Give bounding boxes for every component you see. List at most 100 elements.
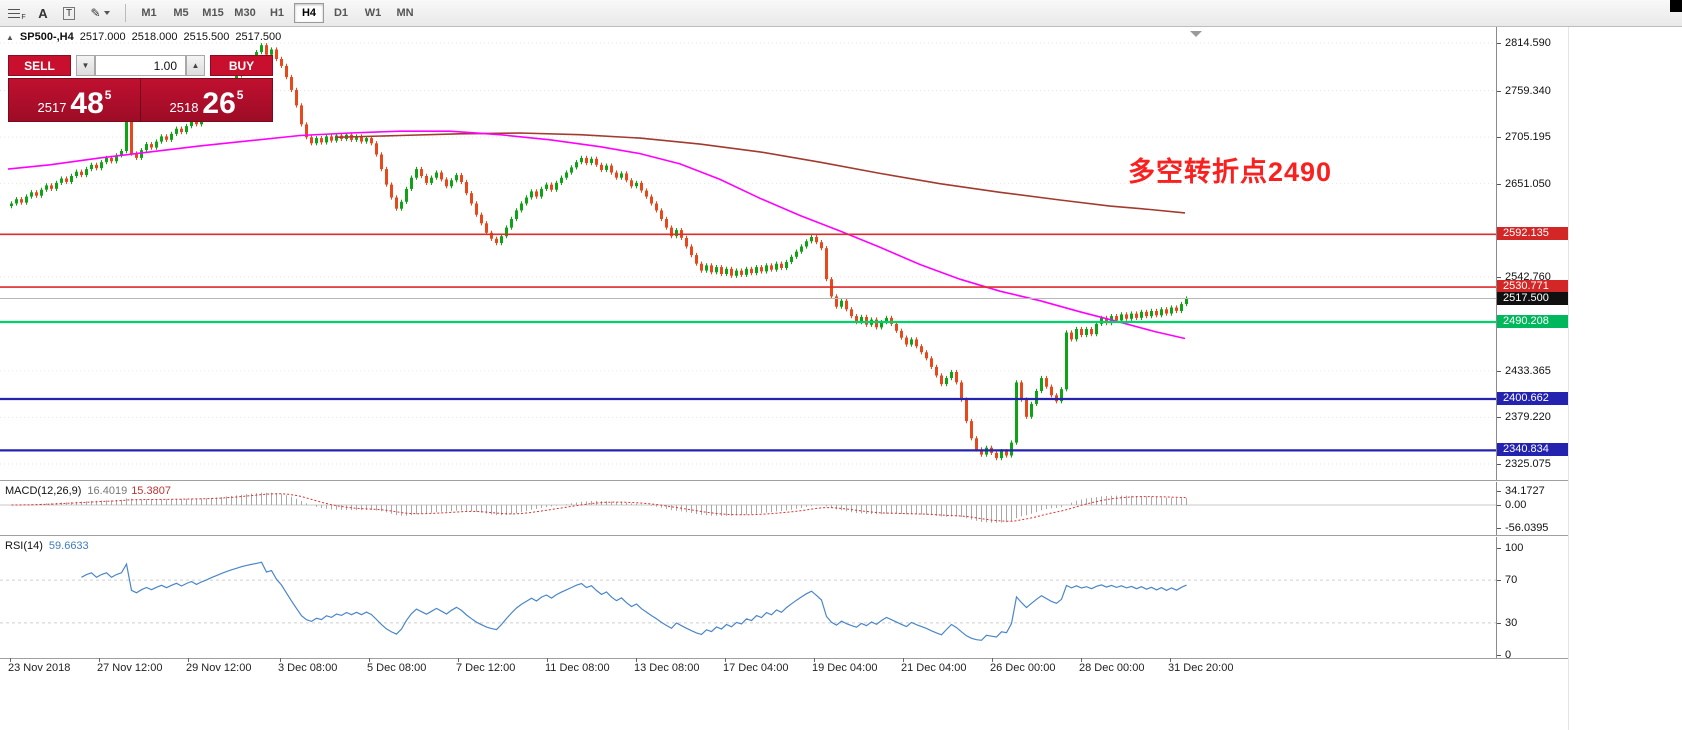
buy-button[interactable]: BUY: [210, 55, 273, 76]
bar-low-value: 2515.500: [183, 31, 230, 43]
candle: [165, 134, 168, 142]
symbol-label: SP500-,H4: [19, 31, 74, 43]
candle: [320, 136, 323, 145]
candle: [795, 249, 798, 259]
panel-divider[interactable]: [0, 480, 1568, 481]
macd-chart[interactable]: [0, 482, 1496, 535]
candle: [55, 180, 58, 191]
timeframe-button-m1[interactable]: M1: [141, 7, 157, 19]
timeframe-button-m30[interactable]: M30: [234, 7, 256, 19]
time-axis[interactable]: 23 Nov 2018 27 Nov 12:00 29 Nov 12:00 3 Dec…: [0, 658, 1568, 678]
text-box-icon: T: [62, 6, 76, 20]
price-tick-label: 2325.075: [1505, 458, 1551, 470]
candle: [1145, 309, 1148, 319]
candle: [550, 182, 553, 192]
candlestick-chart[interactable]: [0, 27, 1496, 480]
buy-price-display[interactable]: 2518 26 5: [141, 79, 272, 121]
candle: [80, 169, 83, 178]
candle: [970, 418, 973, 441]
candle: [260, 43, 263, 55]
candle: [1175, 305, 1178, 314]
candle: [790, 254, 793, 265]
candle: [150, 142, 153, 150]
timeframe-button-mn[interactable]: MN: [396, 7, 414, 19]
volume-decrease-button[interactable]: ▼: [76, 55, 95, 76]
price-line-badge: 2400.662: [1497, 392, 1568, 405]
candle: [385, 166, 388, 187]
candle: [290, 74, 293, 93]
macd-axis[interactable]: 34.1727 0.00 -56.0395: [1496, 482, 1568, 535]
time-axis-label: 28 Dec 00:00: [1079, 662, 1145, 674]
timeframe-button-w1[interactable]: W1: [364, 7, 382, 19]
candle: [295, 87, 298, 108]
candle: [825, 246, 828, 282]
candle: [95, 162, 98, 171]
text-label-tool-button[interactable]: A: [30, 2, 56, 24]
candle: [300, 103, 303, 127]
candle: [420, 166, 423, 179]
candle: [35, 190, 38, 198]
rsi-chart[interactable]: [0, 537, 1496, 658]
price-tick-label: 2814.590: [1505, 37, 1551, 49]
candle: [15, 197, 18, 206]
candle: [335, 133, 338, 143]
candle: [480, 212, 483, 226]
chart-shift-marker[interactable]: [1190, 31, 1202, 37]
candle: [450, 178, 453, 189]
candle: [665, 216, 668, 230]
timeframe-button-h1[interactable]: H1: [269, 7, 285, 19]
macd-title: MACD(12,26,9): [5, 485, 82, 497]
timeframe-button-h4[interactable]: H4: [294, 3, 324, 23]
bar-close-value: 2517.500: [235, 31, 282, 43]
time-axis-divider: [0, 658, 1568, 659]
candle: [370, 136, 373, 146]
candle: [625, 171, 628, 183]
volume-input[interactable]: 1.00: [95, 55, 186, 76]
rsi-label: RSI(14) 59.6633: [5, 540, 89, 552]
candle: [975, 436, 978, 452]
sell-button[interactable]: SELL: [8, 55, 71, 76]
candle: [90, 162, 93, 172]
candle: [595, 156, 598, 167]
candle: [1065, 330, 1068, 392]
price-axis[interactable]: 2814.590 2759.340 2705.195 2651.050 2542.760…: [1496, 27, 1568, 480]
text-box-tool-button[interactable]: T: [56, 2, 82, 24]
time-axis-label: 5 Dec 08:00: [367, 662, 427, 674]
candle: [1045, 375, 1048, 389]
candle: [1075, 326, 1078, 342]
macd-label: MACD(12,26,9) 16.4019 15.3807: [5, 485, 171, 497]
fibonacci-lines-tool-button[interactable]: F: [4, 2, 30, 24]
rsi-axis[interactable]: 100 70 30 0: [1496, 537, 1568, 661]
drawing-tools-button[interactable]: ✎: [82, 2, 118, 24]
price-line-badge: 2340.834: [1497, 443, 1568, 456]
candle: [935, 364, 938, 378]
timeframe-button-d1[interactable]: D1: [333, 7, 349, 19]
timeframe-button-m15[interactable]: M15: [202, 7, 224, 19]
panel-divider[interactable]: [0, 535, 1568, 536]
candle: [1130, 311, 1133, 321]
price-tick-label: 2433.365: [1505, 365, 1551, 377]
candle: [580, 155, 583, 165]
timeframe-button-m5[interactable]: M5: [173, 7, 189, 19]
sell-price-display[interactable]: 2517 48 5: [9, 79, 141, 121]
candle: [945, 375, 948, 387]
candle: [440, 170, 443, 182]
candle: [560, 175, 563, 185]
rsi-axis-label: 30: [1505, 617, 1518, 629]
candle: [535, 189, 538, 199]
candle: [490, 230, 493, 241]
candle: [155, 139, 158, 150]
sell-price-big-digits: 48: [70, 86, 104, 120]
candle: [710, 263, 713, 275]
candle: [660, 208, 663, 222]
candle: [770, 263, 773, 272]
rsi-value: 59.6633: [48, 540, 89, 552]
candle: [1160, 307, 1163, 318]
buy-price-big-digits: 26: [202, 86, 236, 120]
candle: [845, 298, 848, 312]
candle: [715, 265, 718, 275]
candle: [380, 152, 383, 172]
candle: [910, 337, 913, 347]
volume-increase-button[interactable]: ▲: [186, 55, 205, 76]
candle: [565, 170, 568, 180]
